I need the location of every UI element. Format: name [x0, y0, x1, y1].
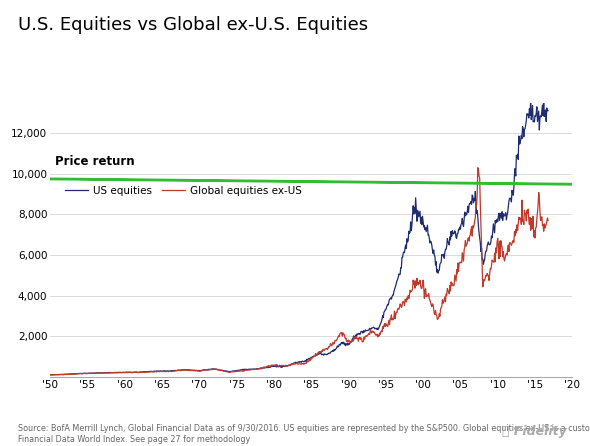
Global equities ex-US [251, 367, 258, 372]
Global equities ex-US [147, 369, 154, 375]
US equities [396, 272, 404, 277]
Global equities ex-US [47, 372, 54, 377]
Line: Global equities ex-US: Global equities ex-US [50, 168, 548, 375]
Text: Source: BofA Merrill Lynch, Global Financial Data as of 9/30/2016. US equities a: Source: BofA Merrill Lynch, Global Finan… [18, 425, 590, 444]
Legend: US equities, Global equities ex-US: US equities, Global equities ex-US [61, 182, 306, 200]
Text: Price return: Price return [55, 155, 135, 169]
US equities [540, 95, 548, 100]
Global equities ex-US [398, 305, 405, 310]
Line: US equities: US equities [50, 98, 548, 375]
Text: U.S. Equities vs Global ex-U.S. Equities: U.S. Equities vs Global ex-U.S. Equities [18, 16, 368, 33]
US equities [251, 366, 258, 372]
US equities [147, 369, 154, 374]
Global equities ex-US [545, 218, 552, 223]
US equities [48, 372, 55, 378]
Global equities ex-US [474, 165, 481, 170]
US equities [268, 364, 275, 369]
US equities [398, 265, 405, 271]
Text: Ⓛ Fidelity: Ⓛ Fidelity [502, 425, 566, 438]
US equities [245, 367, 253, 372]
US equities [545, 108, 552, 113]
Global equities ex-US [245, 367, 253, 372]
Global equities ex-US [268, 362, 275, 368]
Global equities ex-US [48, 372, 55, 378]
US equities [47, 372, 54, 377]
Global equities ex-US [396, 301, 404, 306]
